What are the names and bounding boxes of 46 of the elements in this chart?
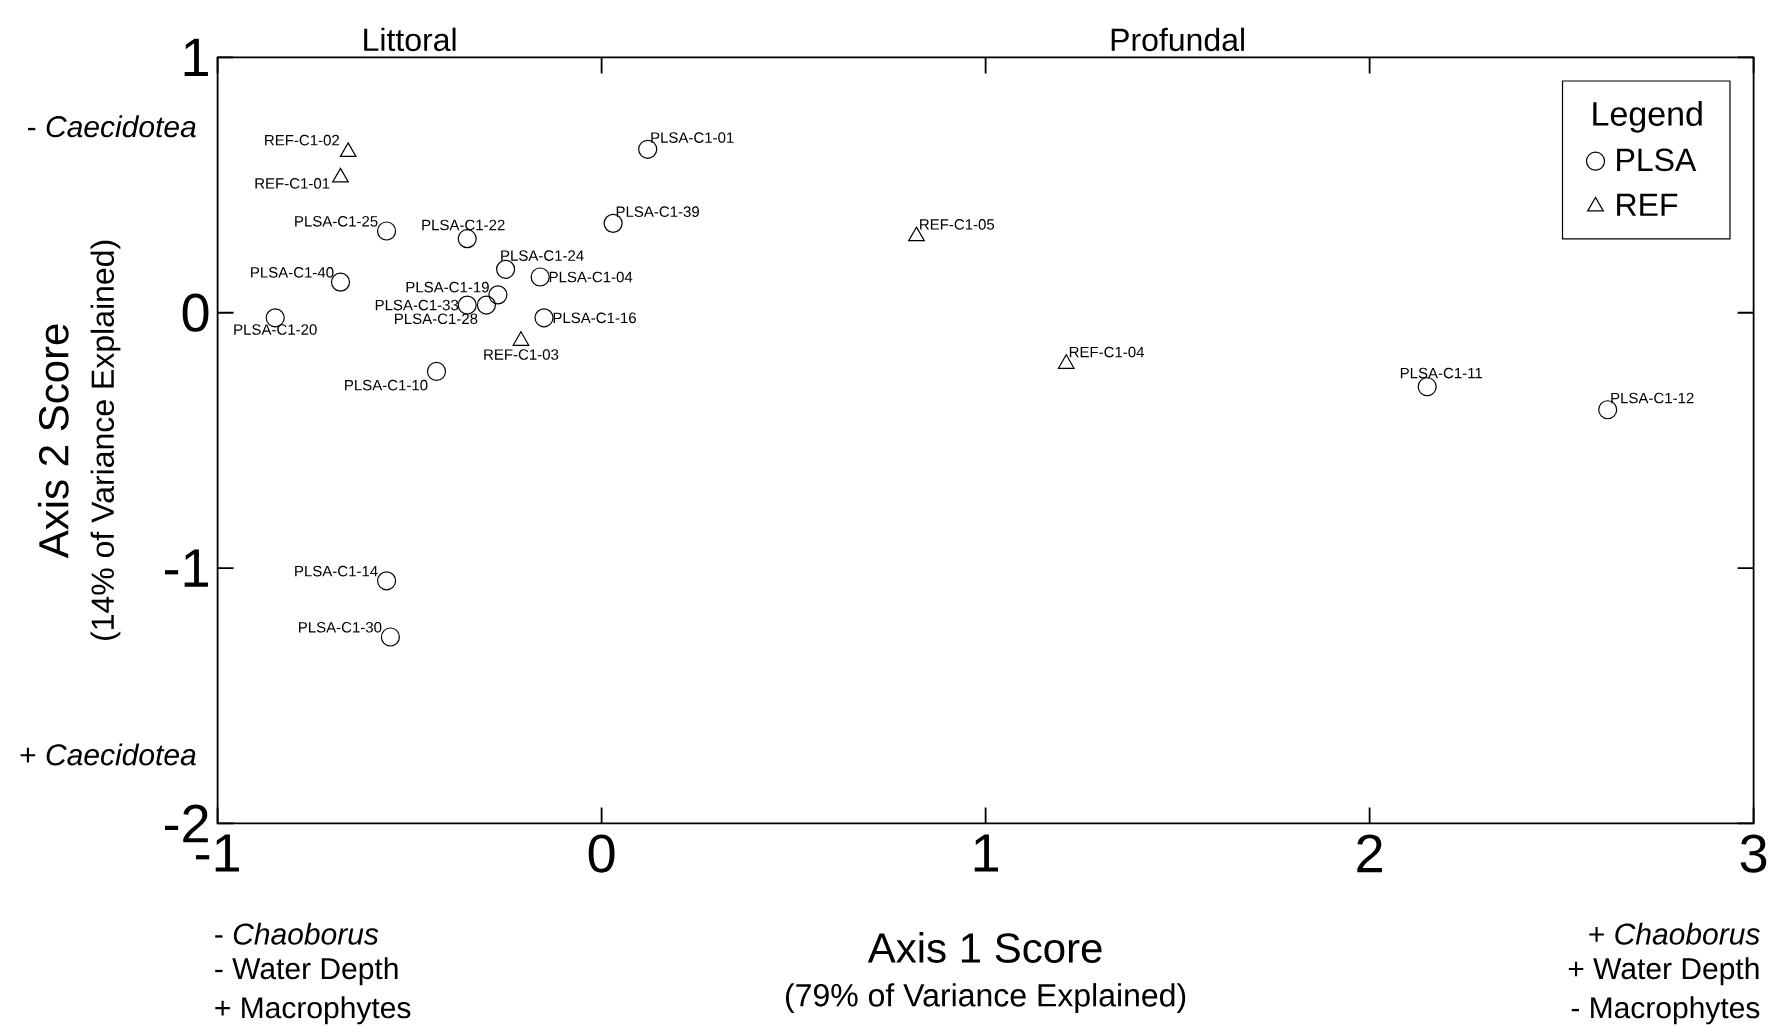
y-tick-label: 1	[184, 38, 208, 76]
annotation: PLSA-C1-01	[651, 132, 734, 143]
annotation: PLSA-C1-22	[422, 219, 505, 231]
text: + Caecidotea	[20, 743, 196, 766]
text: - Caecidotea	[28, 115, 196, 138]
text: - Water Depth	[215, 957, 398, 986]
annotation: REF-C1-02	[265, 134, 340, 146]
annotation: PLSA-C1-30	[299, 621, 382, 633]
annotation: PLSA-C1-20	[234, 324, 317, 335]
text: + Water Depth	[1568, 957, 1759, 986]
x-axis-title: Axis 1 Score	[867, 932, 1102, 963]
legend-label: REF	[1617, 193, 1678, 216]
x-tick-label: 3	[1740, 834, 1767, 873]
text: + Chaoborus	[1589, 922, 1760, 945]
annotation: PLSA-C1-28	[395, 313, 478, 325]
text: Profundal	[1111, 27, 1244, 52]
annotation: REF-C1-01	[255, 178, 330, 189]
annotation: PLSA-C1-16	[553, 312, 636, 324]
x-tick-label: 1	[974, 834, 998, 872]
legend-label: PLSA	[1617, 148, 1697, 172]
y-tick-label: -1	[164, 549, 208, 587]
x-tick-label: 0	[588, 834, 615, 873]
text: - Macrophytes	[1571, 996, 1760, 1025]
x-tick-label: 2	[1357, 834, 1382, 873]
text: + Macrophytes	[215, 996, 411, 1025]
annotation: PLSA-C1-19	[406, 281, 489, 293]
annotation: PLSA-C1-33	[375, 299, 459, 311]
annotation: PLSA-C1-12	[1611, 392, 1694, 404]
annotation: PLSA-C1-04	[549, 271, 633, 283]
annotation: PLSA-C1-39	[616, 206, 699, 217]
text: (79% of Variance Explained)	[786, 983, 1186, 1013]
annotation: PLSA-C1-24	[501, 250, 584, 261]
annotation: REF-C1-05	[920, 219, 995, 230]
annotation: PLSA-C1-14	[295, 565, 378, 577]
annotation: PLSA-C1-10	[345, 379, 428, 391]
legend-title: Legend	[1593, 100, 1702, 133]
y-axis-title: Axis 2 Score	[37, 324, 69, 559]
y-tick-label: 0	[182, 293, 209, 332]
text: - Chaoborus	[215, 922, 379, 945]
text: (14% of Variance Explained)	[90, 240, 121, 640]
annotation: REF-C1-04	[1069, 346, 1145, 358]
annotation: PLSA-C1-25	[295, 216, 378, 227]
annotation: PLSA-C1-11	[1400, 367, 1483, 379]
annotation: REF-C1-03	[484, 349, 559, 360]
annotation: PLSA-C1-40	[251, 267, 334, 278]
text: Littoral	[364, 27, 456, 52]
